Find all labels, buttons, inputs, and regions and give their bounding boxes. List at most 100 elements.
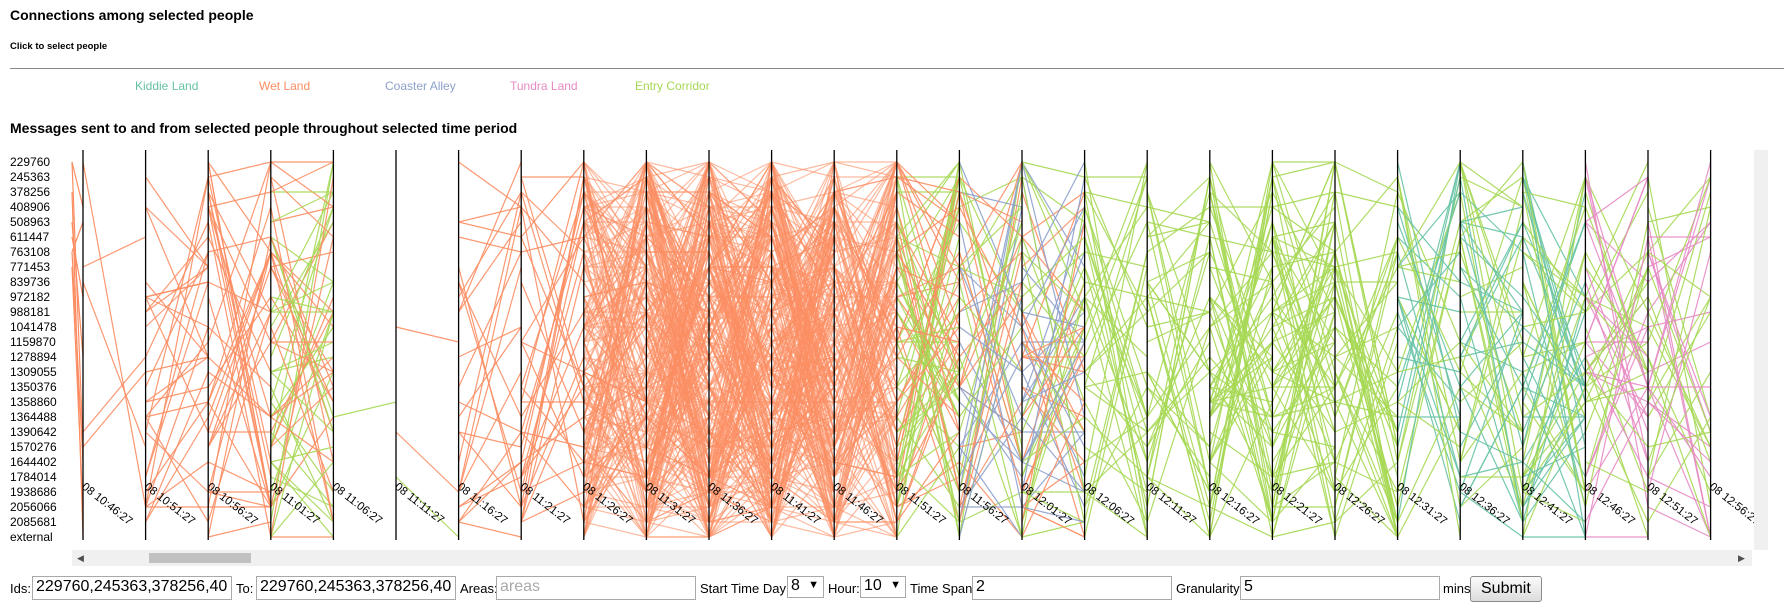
message-line	[1397, 386, 1461, 523]
message-line	[458, 266, 522, 493]
person-label[interactable]: 2056066	[10, 500, 57, 514]
time-span-input[interactable]: 2	[972, 576, 1172, 600]
person-label[interactable]: 408906	[10, 200, 51, 214]
message-line	[1584, 296, 1649, 358]
message-line	[1021, 341, 1086, 493]
person-label[interactable]: 1784014	[10, 470, 57, 484]
legend-kiddie-land[interactable]: Kiddie Land	[135, 79, 198, 93]
submit-button[interactable]: Submit	[1470, 576, 1542, 602]
message-line	[520, 416, 585, 463]
message-line	[1334, 161, 1398, 193]
message-line	[1021, 176, 1085, 223]
ids-label: Ids:	[10, 581, 31, 596]
message-line	[82, 281, 147, 448]
person-label[interactable]: 2085681	[10, 515, 57, 529]
message-line	[771, 221, 835, 538]
person-label[interactable]: 771453	[10, 260, 51, 274]
to-input[interactable]: 229760,245363,378256,40	[256, 576, 456, 600]
person-label[interactable]: 229760	[10, 155, 51, 169]
person-label[interactable]: 763108	[10, 245, 51, 259]
message-line	[1146, 236, 1211, 478]
message-line	[896, 206, 960, 388]
message-line	[1584, 221, 1649, 508]
message-line	[270, 416, 334, 508]
message-line	[71, 161, 84, 448]
scroll-right-icon[interactable]: ▶	[1738, 553, 1745, 563]
message-line	[583, 206, 647, 313]
person-label[interactable]: 1358860	[10, 395, 57, 409]
person-label[interactable]: 1350376	[10, 380, 57, 394]
message-line	[583, 386, 647, 418]
person-label[interactable]: 508963	[10, 215, 51, 229]
person-label[interactable]: 988181	[10, 305, 51, 319]
message-line	[1209, 266, 1273, 283]
message-line	[1459, 386, 1524, 433]
ids-input[interactable]: 229760,245363,378256,40	[32, 576, 232, 600]
hour-value: 10	[864, 577, 882, 594]
message-line	[1334, 266, 1399, 373]
legend-wet-land[interactable]: Wet Land	[259, 79, 310, 93]
person-label[interactable]: 1390642	[10, 425, 57, 439]
person-label[interactable]: 245363	[10, 170, 51, 184]
message-line	[1209, 236, 1273, 538]
vertical-scroll-track[interactable]	[1754, 150, 1768, 550]
start-day-select[interactable]: 8 ▼	[787, 576, 824, 598]
message-line	[145, 401, 209, 493]
message-line	[1084, 491, 1148, 538]
message-line	[270, 206, 334, 523]
message-line	[1647, 296, 1712, 463]
message-line	[458, 221, 522, 313]
person-label[interactable]: 1041478	[10, 320, 57, 334]
horizontal-scrollbar[interactable]	[72, 550, 1752, 566]
person-label[interactable]: 1570276	[10, 440, 57, 454]
person-label[interactable]: 1364488	[10, 410, 57, 424]
page-subtitle: Click to select people	[10, 41, 108, 52]
person-label[interactable]: 611447	[10, 230, 50, 244]
message-line	[833, 296, 898, 343]
person-label[interactable]: 1309055	[10, 365, 57, 379]
person-label[interactable]: 378256	[10, 185, 51, 199]
person-label[interactable]: 1938686	[10, 485, 57, 499]
message-line	[896, 461, 960, 523]
granularity-input[interactable]: 5	[1240, 576, 1440, 600]
scroll-left-icon[interactable]: ◀	[77, 553, 84, 563]
hour-select[interactable]: 10 ▼	[860, 576, 906, 598]
message-line	[646, 191, 710, 208]
message-line	[1584, 356, 1649, 538]
areas-input[interactable]: areas	[496, 576, 696, 600]
message-line	[833, 446, 898, 538]
message-line	[395, 476, 460, 538]
message-line	[583, 236, 647, 313]
scrollbar-thumb[interactable]	[149, 553, 251, 563]
message-line	[896, 311, 960, 388]
legend-entry-corridor[interactable]: Entry Corridor	[635, 79, 710, 93]
granularity-label: Granularity	[1176, 581, 1240, 596]
message-line	[1522, 176, 1586, 298]
message-line	[145, 296, 209, 328]
message-line	[520, 341, 585, 478]
message-line	[270, 416, 334, 463]
legend-coaster-alley[interactable]: Coaster Alley	[385, 79, 456, 93]
message-line	[1021, 416, 1086, 493]
person-label[interactable]: 1278894	[10, 350, 57, 364]
message-line	[270, 371, 334, 418]
message-line	[270, 476, 334, 508]
message-line	[145, 176, 209, 268]
message-line	[1272, 386, 1336, 418]
person-label[interactable]: 1644402	[10, 455, 57, 469]
message-line	[1647, 296, 1712, 403]
message-line	[834, 521, 897, 538]
message-line	[958, 416, 1023, 508]
message-line	[1647, 311, 1712, 418]
legend-tundra-land[interactable]: Tundra Land	[510, 79, 578, 93]
person-label[interactable]: 839736	[10, 275, 51, 289]
person-label[interactable]: external	[10, 530, 53, 544]
message-line	[1272, 461, 1336, 478]
message-line	[1146, 371, 1211, 493]
person-label[interactable]: 972182	[10, 290, 51, 304]
message-line	[1397, 296, 1461, 478]
message-line	[708, 191, 773, 328]
message-line	[520, 161, 585, 238]
person-label[interactable]: 1159870	[10, 335, 56, 349]
message-line	[1209, 266, 1273, 388]
